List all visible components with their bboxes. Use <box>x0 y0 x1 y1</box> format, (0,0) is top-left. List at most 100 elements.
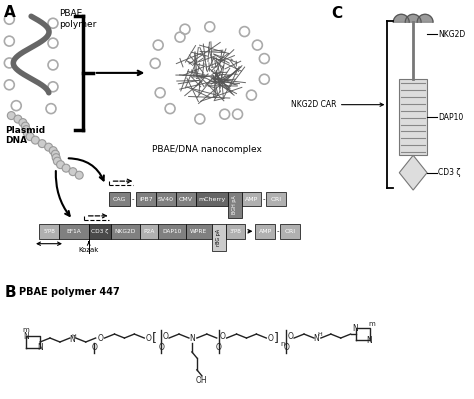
Text: CD3 ζ: CD3 ζ <box>91 229 108 234</box>
Text: ORI: ORI <box>271 196 282 201</box>
Text: -: - <box>276 228 279 234</box>
Circle shape <box>7 112 15 120</box>
Text: DAP10: DAP10 <box>438 113 463 122</box>
Text: N: N <box>23 332 29 340</box>
Text: iPB7: iPB7 <box>139 196 153 201</box>
Bar <box>212 224 226 251</box>
Circle shape <box>52 154 60 162</box>
Text: CD3 ζ: CD3 ζ <box>438 168 460 177</box>
Text: N: N <box>366 336 373 344</box>
Bar <box>186 224 212 239</box>
Text: PBAE
polymer: PBAE polymer <box>59 9 96 29</box>
Text: BGH pA: BGH pA <box>232 196 237 214</box>
Bar <box>196 192 228 206</box>
Text: -: - <box>263 196 265 202</box>
Text: PBAE polymer 447: PBAE polymer 447 <box>19 287 120 297</box>
Text: SV40: SV40 <box>158 196 174 201</box>
Bar <box>59 224 89 239</box>
Text: mCherry: mCherry <box>198 196 225 201</box>
Text: O: O <box>146 334 151 342</box>
Circle shape <box>31 136 39 144</box>
Circle shape <box>19 119 27 126</box>
Bar <box>176 192 196 206</box>
Bar <box>266 192 286 206</box>
Bar <box>39 224 59 239</box>
Bar <box>242 192 261 206</box>
Text: O: O <box>287 332 293 340</box>
Text: O: O <box>98 334 103 342</box>
Bar <box>140 224 158 239</box>
Text: O: O <box>162 332 168 340</box>
Text: O: O <box>220 332 226 340</box>
Bar <box>399 79 427 155</box>
Circle shape <box>45 143 53 151</box>
Polygon shape <box>393 14 409 22</box>
Text: H: H <box>318 332 322 337</box>
Text: -: - <box>132 196 135 202</box>
Text: Plasmid
DNA: Plasmid DNA <box>5 126 46 145</box>
Text: A: A <box>4 5 16 20</box>
Text: O: O <box>216 344 222 352</box>
Circle shape <box>23 129 31 137</box>
Text: AMP: AMP <box>245 196 258 201</box>
Text: NKG2D CAR: NKG2D CAR <box>291 100 337 109</box>
Text: N: N <box>37 344 43 352</box>
Circle shape <box>51 150 59 158</box>
Text: N: N <box>69 334 75 344</box>
Bar <box>89 224 110 239</box>
Text: N: N <box>189 334 195 342</box>
Text: N: N <box>353 324 358 333</box>
Text: C: C <box>331 6 342 22</box>
Bar <box>158 224 186 239</box>
Text: [: [ <box>152 332 157 344</box>
Text: m: m <box>368 321 375 327</box>
Circle shape <box>56 161 64 169</box>
Text: n: n <box>280 341 284 347</box>
Text: B: B <box>4 285 16 300</box>
Text: AMP: AMP <box>259 229 272 234</box>
Text: CMV: CMV <box>179 196 193 201</box>
Circle shape <box>38 140 46 148</box>
Text: rBG pA: rBG pA <box>216 229 221 246</box>
Bar <box>280 224 300 239</box>
Circle shape <box>75 171 83 179</box>
Circle shape <box>26 132 34 140</box>
Text: 3'PB: 3'PB <box>229 229 241 234</box>
Text: WPRE: WPRE <box>190 229 208 234</box>
Bar <box>228 192 242 218</box>
Bar <box>110 224 140 239</box>
Text: H: H <box>72 334 76 338</box>
Text: O: O <box>92 344 98 352</box>
Text: P2A: P2A <box>144 229 155 234</box>
Bar <box>109 192 130 206</box>
Text: ]: ] <box>274 332 279 344</box>
Circle shape <box>14 115 22 123</box>
Text: DAP10: DAP10 <box>163 229 182 234</box>
Bar <box>226 224 246 239</box>
Text: O: O <box>158 344 164 352</box>
Circle shape <box>54 157 61 165</box>
Text: EF1A: EF1A <box>66 229 81 234</box>
Circle shape <box>22 126 30 134</box>
Text: PBAE/DNA nanocomplex: PBAE/DNA nanocomplex <box>152 145 262 154</box>
Circle shape <box>69 168 77 176</box>
Text: NKG2D: NKG2D <box>438 30 465 39</box>
Text: OH: OH <box>196 376 208 385</box>
Text: O: O <box>283 344 289 352</box>
Polygon shape <box>405 14 421 22</box>
Text: N: N <box>313 334 319 342</box>
Text: m: m <box>23 327 29 333</box>
Bar <box>156 192 176 206</box>
Text: NKG2D: NKG2D <box>115 229 136 234</box>
Text: 5'PB: 5'PB <box>43 229 55 234</box>
Circle shape <box>62 164 70 172</box>
Polygon shape <box>417 14 433 22</box>
Bar <box>255 224 275 239</box>
Circle shape <box>21 122 29 130</box>
Text: CAG: CAG <box>113 196 126 201</box>
Bar <box>137 192 156 206</box>
Text: ORI: ORI <box>284 229 296 234</box>
Polygon shape <box>399 155 427 190</box>
Text: Kozak: Kozak <box>79 247 99 253</box>
Circle shape <box>49 147 57 154</box>
